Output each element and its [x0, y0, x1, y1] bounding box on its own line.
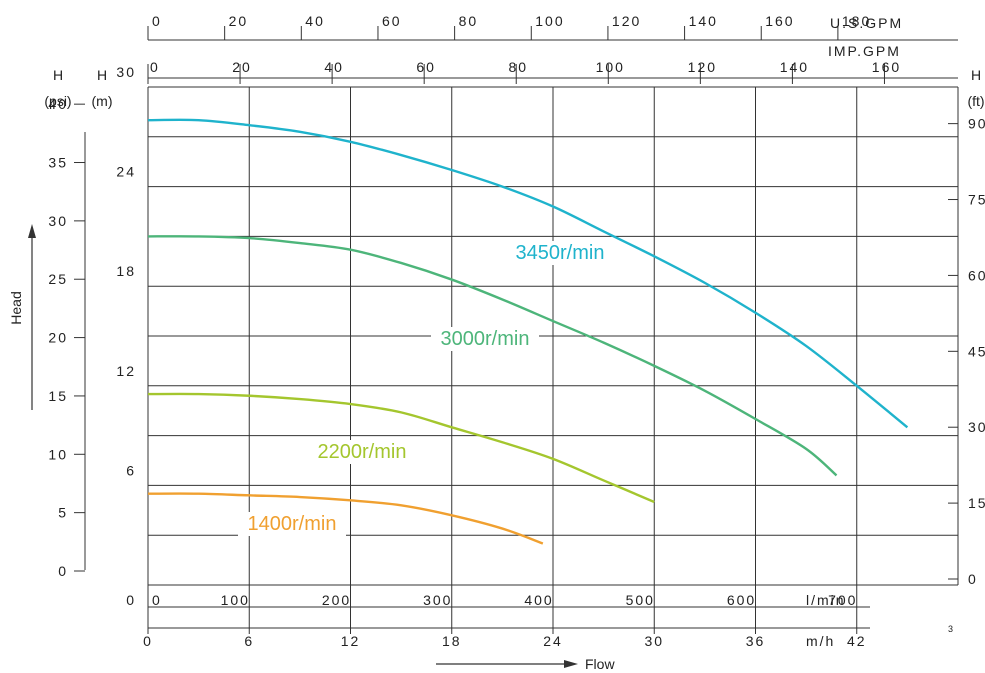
tick-label-lmin: 600 [727, 592, 756, 608]
tick-label-lmin: 200 [322, 592, 351, 608]
tick-label-lmin: 300 [423, 592, 452, 608]
tick-label-psi: 0 [58, 563, 68, 579]
tick-label-usgpm: 120 [612, 13, 641, 29]
series-label-bg-2 [308, 440, 416, 464]
tick-label-impgpm: 80 [508, 59, 528, 75]
tick-label-impgpm: 40 [324, 59, 344, 75]
tick-label-ft: 75 [968, 192, 985, 208]
axis-label-usgpm: U.S.GPM [830, 15, 903, 31]
tick-label-usgpm: 100 [535, 13, 564, 29]
tick-label-m: 18 [116, 263, 136, 279]
axis-label-m3h: m/h [806, 633, 835, 649]
tick-label-m: 12 [116, 363, 136, 379]
tick-label-impgpm: 140 [780, 59, 809, 75]
tick-label-impgpm: 160 [872, 59, 901, 75]
tick-label-usgpm: 20 [229, 13, 249, 29]
tick-label-lmin: 0 [152, 592, 162, 608]
tick-label-psi: 40 [48, 96, 68, 112]
tick-label-m3h: 18 [442, 633, 462, 649]
axis-unit-ft: (ft) [967, 93, 984, 109]
series-label-1: 3000r/min [441, 328, 530, 350]
series-line-0 [147, 118, 909, 429]
tick-label-m: 0 [126, 592, 136, 608]
tick-label-usgpm: 180 [842, 13, 871, 29]
tick-label-lmin: 400 [524, 592, 553, 608]
tick-label-ft: 30 [968, 419, 985, 435]
tick-label-ft: 15 [968, 495, 985, 511]
axis-label-impgpm: IMP.GPM [828, 43, 901, 59]
series-line-3 [147, 492, 544, 545]
tick-label-lmin: 500 [626, 592, 655, 608]
tick-label-usgpm: 140 [689, 13, 718, 29]
axis-label-lmin: l/min [806, 592, 846, 608]
tick-label-psi: 20 [48, 330, 68, 346]
tick-label-m3h: 36 [746, 633, 766, 649]
tick-label-psi: 35 [48, 155, 68, 171]
axis-title-ft: H [971, 67, 981, 83]
tick-label-lmin: 100 [221, 592, 250, 608]
tick-label-m3h: 30 [644, 633, 664, 649]
axes [28, 26, 959, 668]
tick-label-usgpm: 40 [305, 13, 325, 29]
tick-label-psi: 25 [48, 271, 68, 287]
series-line-2 [147, 392, 655, 504]
tick-label-lmin: 700 [828, 592, 857, 608]
tick-label-ft: 0 [968, 571, 978, 587]
tick-label-psi: 5 [58, 505, 68, 521]
tick-label-ft: 60 [968, 267, 985, 283]
tick-label-m3h: 24 [543, 633, 563, 649]
series-label-bg-3 [238, 512, 346, 536]
tick-label-m3h: 42 [847, 633, 867, 649]
axis-title-m: H [97, 67, 107, 83]
series-line-1 [147, 235, 838, 477]
tick-label-impgpm: 0 [150, 59, 160, 75]
series-label-3: 1400r/min [248, 513, 337, 535]
tick-label-usgpm: 60 [382, 13, 402, 29]
tick-label-m: 30 [116, 64, 136, 80]
axis-unit-m: (m) [92, 93, 113, 109]
x-axis-title: Flow [585, 656, 615, 672]
series-label-0: 3450r/min [516, 242, 605, 264]
tick-label-psi: 15 [48, 388, 68, 404]
series-labels: 3450r/min 3000r/min 2200r/min 1400r/min [238, 241, 614, 536]
axis-title-psi: H [53, 67, 63, 83]
tick-label-usgpm: 160 [765, 13, 794, 29]
tick-label-impgpm: 60 [416, 59, 436, 75]
series-label-bg-0 [506, 241, 614, 265]
tick-label-m3h: 6 [244, 633, 254, 649]
tick-label-impgpm: 100 [596, 59, 625, 75]
tick-label-m: 24 [116, 164, 136, 180]
axis-label-m3h-superscript: 3 [948, 624, 953, 634]
y-axis-title: Head [8, 291, 24, 325]
tick-label-m3h: 12 [341, 633, 361, 649]
grid-lines [147, 86, 959, 586]
flow-arrow-head [564, 660, 578, 668]
axis-unit-psi: (psi) [44, 93, 71, 109]
tick-label-psi: 30 [48, 213, 68, 229]
tick-label-impgpm: 20 [232, 59, 252, 75]
tick-label-m3h: 0 [143, 633, 153, 649]
tick-label-m: 6 [126, 462, 136, 478]
series-lines [147, 118, 909, 545]
head-arrow-head [28, 224, 36, 238]
tick-label-usgpm: 0 [152, 13, 162, 29]
series-label-2: 2200r/min [318, 441, 407, 463]
tick-label-ft: 90 [968, 116, 985, 132]
tick-label-psi: 10 [48, 446, 68, 462]
tick-label-impgpm: 120 [688, 59, 717, 75]
tick-label-usgpm: 80 [459, 13, 479, 29]
series-label-bg-1 [431, 327, 539, 351]
tick-label-ft: 45 [968, 343, 985, 359]
